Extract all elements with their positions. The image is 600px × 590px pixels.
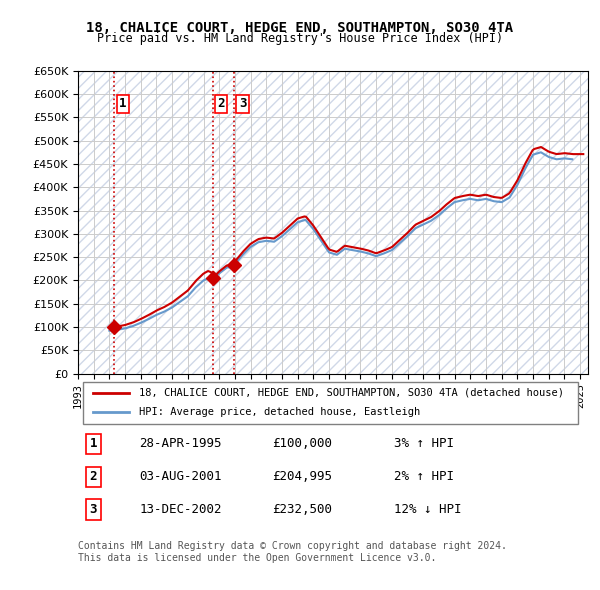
Text: 2: 2 (89, 470, 97, 483)
Text: 18, CHALICE COURT, HEDGE END, SOUTHAMPTON, SO30 4TA: 18, CHALICE COURT, HEDGE END, SOUTHAMPTO… (86, 21, 514, 35)
Text: £204,995: £204,995 (272, 470, 332, 483)
Text: Contains HM Land Registry data © Crown copyright and database right 2024.
This d: Contains HM Land Registry data © Crown c… (78, 541, 507, 562)
Text: 2% ↑ HPI: 2% ↑ HPI (394, 470, 454, 483)
Text: 18, CHALICE COURT, HEDGE END, SOUTHAMPTON, SO30 4TA (detached house): 18, CHALICE COURT, HEDGE END, SOUTHAMPTO… (139, 388, 564, 398)
Text: 3% ↑ HPI: 3% ↑ HPI (394, 437, 454, 451)
Text: 03-AUG-2001: 03-AUG-2001 (139, 470, 222, 483)
Text: 28-APR-1995: 28-APR-1995 (139, 437, 222, 451)
Text: Price paid vs. HM Land Registry's House Price Index (HPI): Price paid vs. HM Land Registry's House … (97, 32, 503, 45)
Text: 2: 2 (217, 97, 225, 110)
Text: 3: 3 (239, 97, 247, 110)
Text: 3: 3 (89, 503, 97, 516)
Text: HPI: Average price, detached house, Eastleigh: HPI: Average price, detached house, East… (139, 407, 421, 417)
Text: 12% ↓ HPI: 12% ↓ HPI (394, 503, 462, 516)
Text: £100,000: £100,000 (272, 437, 332, 451)
Text: £232,500: £232,500 (272, 503, 332, 516)
Text: 1: 1 (119, 97, 127, 110)
Text: 13-DEC-2002: 13-DEC-2002 (139, 503, 222, 516)
Text: 1: 1 (89, 437, 97, 451)
